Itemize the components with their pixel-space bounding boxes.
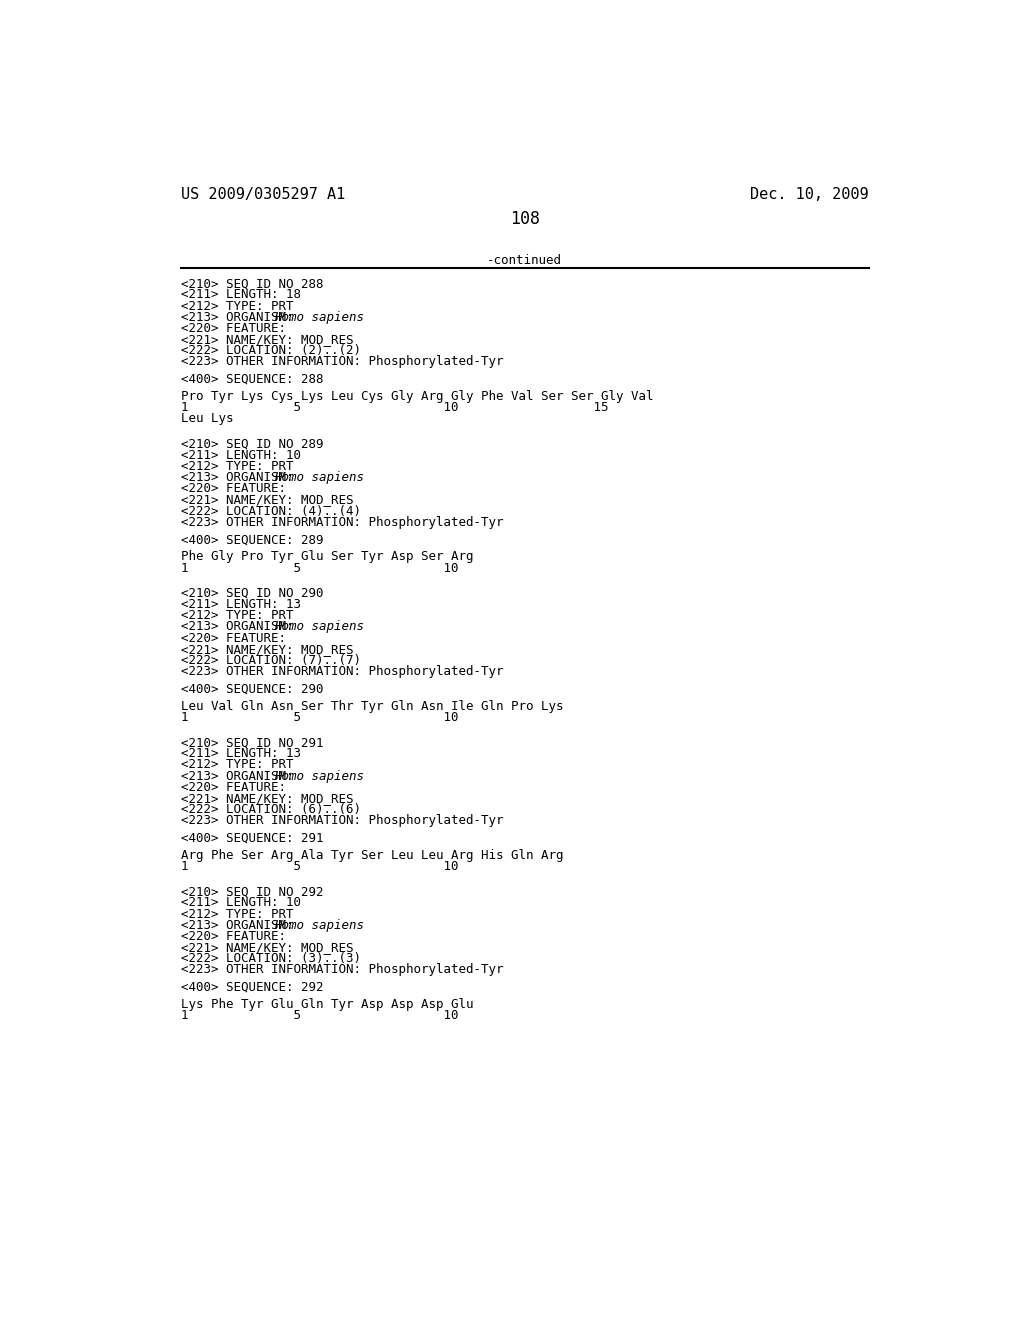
Text: 1              5                   10: 1 5 10 bbox=[180, 861, 458, 873]
Text: -continued: -continued bbox=[487, 253, 562, 267]
Text: <213> ORGANISM:: <213> ORGANISM: bbox=[180, 919, 301, 932]
Text: <211> LENGTH: 18: <211> LENGTH: 18 bbox=[180, 289, 301, 301]
Text: Phe Gly Pro Tyr Glu Ser Tyr Asp Ser Arg: Phe Gly Pro Tyr Glu Ser Tyr Asp Ser Arg bbox=[180, 550, 473, 564]
Text: <223> OTHER INFORMATION: Phosphorylated-Tyr: <223> OTHER INFORMATION: Phosphorylated-… bbox=[180, 814, 503, 828]
Text: <220> FEATURE:: <220> FEATURE: bbox=[180, 780, 286, 793]
Text: <212> TYPE: PRT: <212> TYPE: PRT bbox=[180, 459, 293, 473]
Text: <213> ORGANISM:: <213> ORGANISM: bbox=[180, 310, 301, 323]
Text: <211> LENGTH: 13: <211> LENGTH: 13 bbox=[180, 747, 301, 760]
Text: 108: 108 bbox=[510, 210, 540, 228]
Text: <400> SEQUENCE: 289: <400> SEQUENCE: 289 bbox=[180, 533, 324, 546]
Text: <213> ORGANISM:: <213> ORGANISM: bbox=[180, 471, 301, 484]
Text: <400> SEQUENCE: 292: <400> SEQUENCE: 292 bbox=[180, 981, 324, 994]
Text: <222> LOCATION: (6)..(6): <222> LOCATION: (6)..(6) bbox=[180, 803, 360, 816]
Text: <221> NAME/KEY: MOD_RES: <221> NAME/KEY: MOD_RES bbox=[180, 333, 353, 346]
Text: <211> LENGTH: 13: <211> LENGTH: 13 bbox=[180, 598, 301, 611]
Text: Lys Phe Tyr Glu Gln Tyr Asp Asp Asp Glu: Lys Phe Tyr Glu Gln Tyr Asp Asp Asp Glu bbox=[180, 998, 473, 1011]
Text: <220> FEATURE:: <220> FEATURE: bbox=[180, 631, 286, 644]
Text: Homo sapiens: Homo sapiens bbox=[273, 919, 364, 932]
Text: <222> LOCATION: (2)..(2): <222> LOCATION: (2)..(2) bbox=[180, 345, 360, 358]
Text: <223> OTHER INFORMATION: Phosphorylated-Tyr: <223> OTHER INFORMATION: Phosphorylated-… bbox=[180, 516, 503, 529]
Text: Dec. 10, 2009: Dec. 10, 2009 bbox=[751, 187, 869, 202]
Text: <221> NAME/KEY: MOD_RES: <221> NAME/KEY: MOD_RES bbox=[180, 643, 353, 656]
Text: <223> OTHER INFORMATION: Phosphorylated-Tyr: <223> OTHER INFORMATION: Phosphorylated-… bbox=[180, 964, 503, 977]
Text: <222> LOCATION: (3)..(3): <222> LOCATION: (3)..(3) bbox=[180, 952, 360, 965]
Text: <211> LENGTH: 10: <211> LENGTH: 10 bbox=[180, 449, 301, 462]
Text: <221> NAME/KEY: MOD_RES: <221> NAME/KEY: MOD_RES bbox=[180, 792, 353, 805]
Text: <222> LOCATION: (7)..(7): <222> LOCATION: (7)..(7) bbox=[180, 653, 360, 667]
Text: Leu Val Gln Asn Ser Thr Tyr Gln Asn Ile Gln Pro Lys: Leu Val Gln Asn Ser Thr Tyr Gln Asn Ile … bbox=[180, 700, 563, 713]
Text: <212> TYPE: PRT: <212> TYPE: PRT bbox=[180, 610, 293, 622]
Text: Pro Tyr Lys Cys Lys Leu Cys Gly Arg Gly Phe Val Ser Ser Gly Val: Pro Tyr Lys Cys Lys Leu Cys Gly Arg Gly … bbox=[180, 389, 653, 403]
Text: <222> LOCATION: (4)..(4): <222> LOCATION: (4)..(4) bbox=[180, 504, 360, 517]
Text: Homo sapiens: Homo sapiens bbox=[273, 310, 364, 323]
Text: <223> OTHER INFORMATION: Phosphorylated-Tyr: <223> OTHER INFORMATION: Phosphorylated-… bbox=[180, 355, 503, 368]
Text: US 2009/0305297 A1: US 2009/0305297 A1 bbox=[180, 187, 345, 202]
Text: Arg Phe Ser Arg Ala Tyr Ser Leu Leu Arg His Gln Arg: Arg Phe Ser Arg Ala Tyr Ser Leu Leu Arg … bbox=[180, 849, 563, 862]
Text: <212> TYPE: PRT: <212> TYPE: PRT bbox=[180, 908, 293, 920]
Text: <221> NAME/KEY: MOD_RES: <221> NAME/KEY: MOD_RES bbox=[180, 494, 353, 507]
Text: <213> ORGANISM:: <213> ORGANISM: bbox=[180, 770, 301, 783]
Text: <210> SEQ ID NO 288: <210> SEQ ID NO 288 bbox=[180, 277, 324, 290]
Text: <220> FEATURE:: <220> FEATURE: bbox=[180, 931, 286, 942]
Text: <400> SEQUENCE: 291: <400> SEQUENCE: 291 bbox=[180, 832, 324, 845]
Text: <211> LENGTH: 10: <211> LENGTH: 10 bbox=[180, 896, 301, 909]
Text: Homo sapiens: Homo sapiens bbox=[273, 620, 364, 634]
Text: <220> FEATURE:: <220> FEATURE: bbox=[180, 482, 286, 495]
Text: <220> FEATURE:: <220> FEATURE: bbox=[180, 322, 286, 335]
Text: <400> SEQUENCE: 288: <400> SEQUENCE: 288 bbox=[180, 372, 324, 385]
Text: Homo sapiens: Homo sapiens bbox=[273, 471, 364, 484]
Text: <212> TYPE: PRT: <212> TYPE: PRT bbox=[180, 759, 293, 771]
Text: 1              5                   10: 1 5 10 bbox=[180, 561, 458, 574]
Text: <210> SEQ ID NO 291: <210> SEQ ID NO 291 bbox=[180, 737, 324, 750]
Text: 1              5                   10: 1 5 10 bbox=[180, 1010, 458, 1022]
Text: <223> OTHER INFORMATION: Phosphorylated-Tyr: <223> OTHER INFORMATION: Phosphorylated-… bbox=[180, 665, 503, 678]
Text: <212> TYPE: PRT: <212> TYPE: PRT bbox=[180, 300, 293, 313]
Text: <221> NAME/KEY: MOD_RES: <221> NAME/KEY: MOD_RES bbox=[180, 941, 353, 954]
Text: <400> SEQUENCE: 290: <400> SEQUENCE: 290 bbox=[180, 682, 324, 696]
Text: Homo sapiens: Homo sapiens bbox=[273, 770, 364, 783]
Text: <210> SEQ ID NO 289: <210> SEQ ID NO 289 bbox=[180, 438, 324, 450]
Text: <210> SEQ ID NO 292: <210> SEQ ID NO 292 bbox=[180, 886, 324, 899]
Text: Leu Lys: Leu Lys bbox=[180, 412, 233, 425]
Text: 1              5                   10: 1 5 10 bbox=[180, 710, 458, 723]
Text: 1              5                   10                  15: 1 5 10 15 bbox=[180, 401, 608, 414]
Text: <210> SEQ ID NO 290: <210> SEQ ID NO 290 bbox=[180, 587, 324, 599]
Text: <213> ORGANISM:: <213> ORGANISM: bbox=[180, 620, 301, 634]
